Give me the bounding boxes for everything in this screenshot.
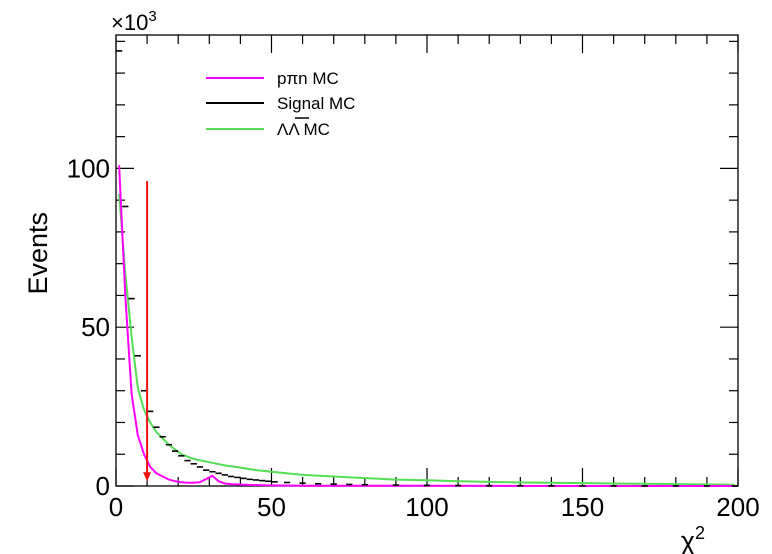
y-tick-label: 50	[81, 312, 110, 342]
legend-label-signal: Signal MC	[277, 94, 355, 113]
series-lambda-mc	[118, 193, 735, 486]
axis-tick-labels: 0 50 100 150 200 0 50 100	[67, 153, 760, 522]
x-tick-label: 150	[561, 492, 604, 522]
cut-arrow-head	[143, 472, 152, 482]
y-tick-label: 0	[96, 471, 110, 501]
y-axis-title: Events	[23, 212, 53, 295]
x-axis-title: χ2	[681, 523, 705, 554]
x-tick-label: 100	[405, 492, 448, 522]
series-layer	[116, 50, 738, 487]
y-axis-multiplier: ×103	[111, 8, 157, 35]
x-tick-label: 0	[109, 492, 123, 522]
legend: pπn MC Signal MC ΛΛ MC	[206, 69, 355, 139]
series-signal-mc	[116, 50, 738, 487]
x-tick-label: 50	[257, 492, 286, 522]
series-ppin-mc	[118, 165, 735, 487]
legend-label-ppin: pπn MC	[277, 69, 339, 88]
cut-arrow	[143, 181, 152, 482]
y-tick-label: 100	[67, 153, 110, 183]
legend-label-lambda: ΛΛ MC	[277, 120, 330, 139]
x-tick-label: 200	[716, 492, 759, 522]
